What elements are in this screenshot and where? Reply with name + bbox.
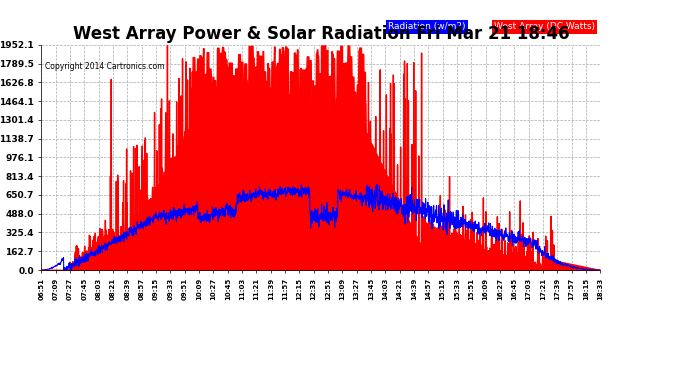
Title: West Array Power & Solar Radiation Fri Mar 21 18:46: West Array Power & Solar Radiation Fri M… xyxy=(72,26,569,44)
Text: West Array (DC Watts): West Array (DC Watts) xyxy=(494,22,595,31)
Text: Copyright 2014 Cartronics.com: Copyright 2014 Cartronics.com xyxy=(45,62,164,71)
Text: Radiation (w/m2): Radiation (w/m2) xyxy=(388,22,466,31)
